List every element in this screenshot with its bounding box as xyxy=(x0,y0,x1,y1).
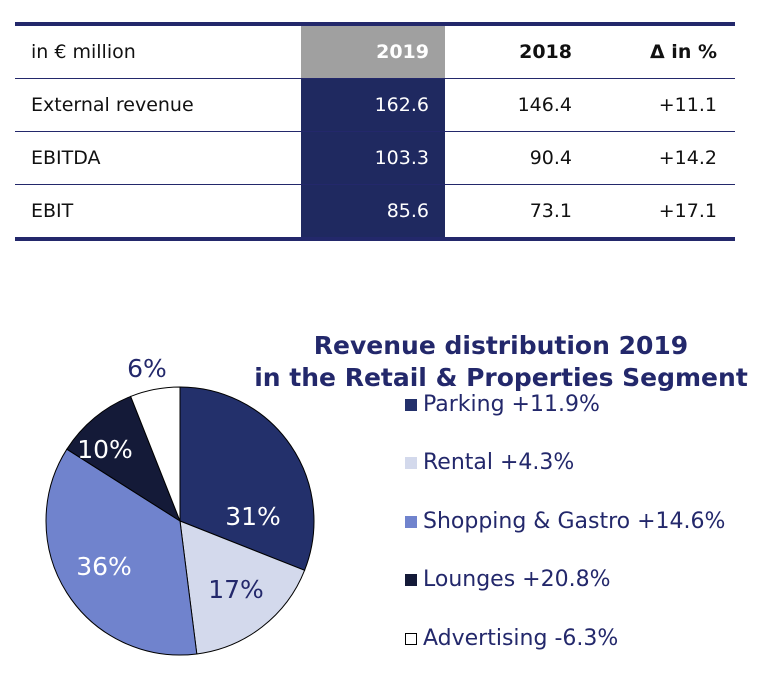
legend-swatch xyxy=(405,398,417,411)
legend-label: Shopping & Gastro +14.6% xyxy=(423,509,726,534)
pie-data-label: 36% xyxy=(76,552,132,581)
row-value-2019: 103.3 xyxy=(301,132,445,184)
legend-item: Rental +4.3% xyxy=(405,450,574,475)
table-row: External revenue 162.6 146.4 +11.1 xyxy=(15,79,735,132)
table-bottom-rule xyxy=(15,237,735,241)
row-value-2018: 146.4 xyxy=(517,94,572,116)
pie-data-label: 17% xyxy=(208,575,264,604)
row-value-delta: +11.1 xyxy=(658,94,717,116)
pie-slice-parking xyxy=(179,386,315,571)
legend-swatch xyxy=(405,515,417,528)
pie-slice-advertising xyxy=(130,386,181,522)
pie-chart: 31% 17% 36% 10% 6% xyxy=(45,354,315,656)
row-value-delta: +14.2 xyxy=(658,147,717,169)
legend-swatch xyxy=(405,456,417,469)
legend-item: Advertising -6.3% xyxy=(405,626,618,651)
header-unit: in € million xyxy=(31,41,136,63)
legend-item: Lounges +20.8% xyxy=(405,567,611,592)
legend-item: Shopping & Gastro +14.6% xyxy=(405,509,725,534)
table-row: EBITDA 103.3 90.4 +14.2 xyxy=(15,132,735,185)
table-top-rule xyxy=(15,22,735,26)
legend-label: Parking +11.9% xyxy=(423,392,600,417)
table-header-row: in € million 2019 2018 Δ in % xyxy=(15,26,735,79)
legend-label: Rental +4.3% xyxy=(423,450,575,475)
financial-table: in € million 2019 2018 Δ in % External r… xyxy=(15,22,735,241)
legend-label: Advertising -6.3% xyxy=(423,626,619,651)
chart-title-line-1: Revenue distribution 2019 xyxy=(313,331,689,360)
chart-title: Revenue distribution 2019 in the Retail … xyxy=(245,330,757,394)
legend-swatch xyxy=(405,632,417,645)
pie-slice-rental xyxy=(179,520,306,655)
pie-data-label: 10% xyxy=(77,435,133,464)
pie-slice-lounges xyxy=(66,395,182,523)
legend-label: Lounges +20.8% xyxy=(423,567,611,592)
row-label: EBITDA xyxy=(31,147,101,169)
pie-slice-shopping-gastro xyxy=(45,448,198,656)
header-2019: 2019 xyxy=(301,26,445,78)
pie-data-label: 31% xyxy=(225,502,281,531)
row-value-delta: +17.1 xyxy=(658,200,717,222)
row-value-2018: 90.4 xyxy=(529,147,572,169)
legend-item: Parking +11.9% xyxy=(405,392,600,417)
pie-data-label: 6% xyxy=(127,354,167,383)
row-label: External revenue xyxy=(31,94,194,116)
table-row: EBIT 85.6 73.1 +17.1 xyxy=(15,185,735,237)
row-value-2019: 85.6 xyxy=(301,185,445,237)
legend-swatch xyxy=(405,573,417,586)
header-2018: 2018 xyxy=(519,41,572,63)
row-value-2018: 73.1 xyxy=(529,200,572,222)
header-delta: Δ in % xyxy=(649,41,717,63)
row-value-2019: 162.6 xyxy=(301,79,445,131)
chart-title-line-2: in the Retail & Properties Segment xyxy=(254,363,748,392)
row-label: EBIT xyxy=(31,200,74,222)
